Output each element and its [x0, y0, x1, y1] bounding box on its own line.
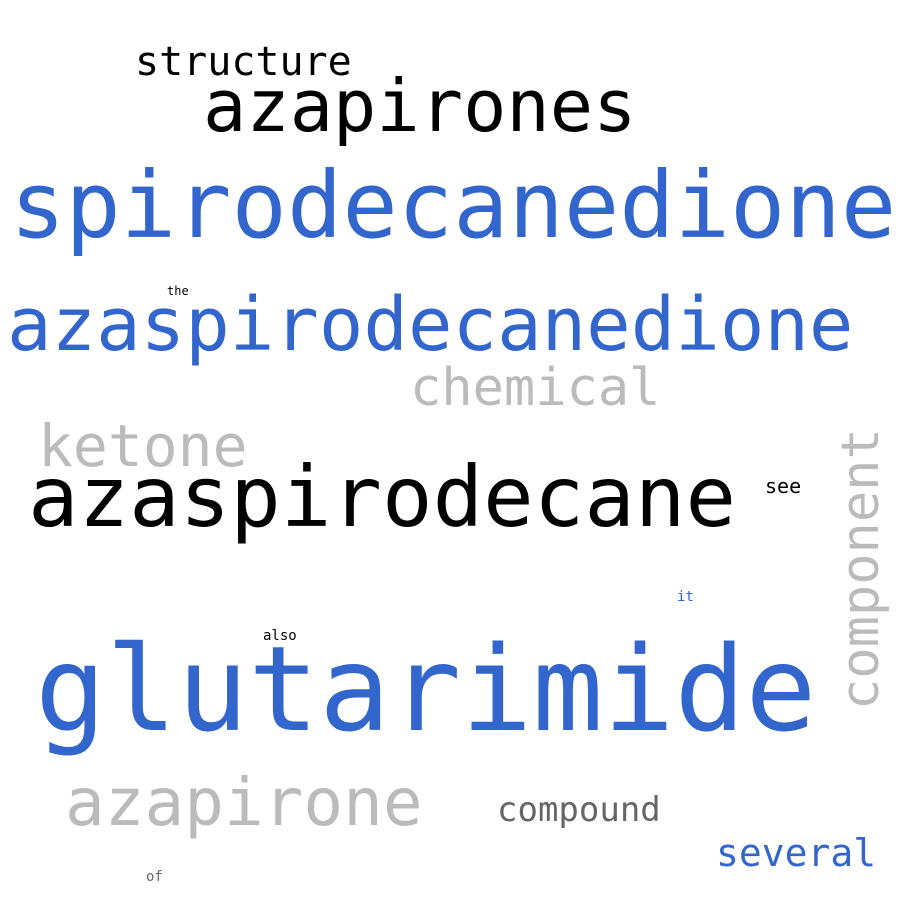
word-spirodecanedione: spirodecanedione [10, 152, 897, 259]
word-compound: compound [497, 790, 661, 830]
word-glutarimide: glutarimide [35, 620, 817, 758]
word-azapirones: azapirones [203, 64, 637, 148]
word-azaspirodecanedione: azaspirodecanedione [7, 282, 854, 368]
word-azapirone: azapirone [65, 764, 423, 841]
word-component: component [831, 428, 891, 710]
word-it: it [677, 589, 694, 605]
word-ketone: ketone [38, 412, 248, 480]
word-several: several [716, 831, 877, 875]
word-chemical: chemical [410, 358, 661, 418]
word-also: also [263, 628, 297, 644]
word-of: of [146, 869, 163, 885]
word-azaspirodecane: azaspirodecane [28, 448, 737, 546]
word-structure: structure [135, 39, 352, 85]
word-the: the [167, 284, 189, 298]
word-see: see [765, 474, 802, 498]
